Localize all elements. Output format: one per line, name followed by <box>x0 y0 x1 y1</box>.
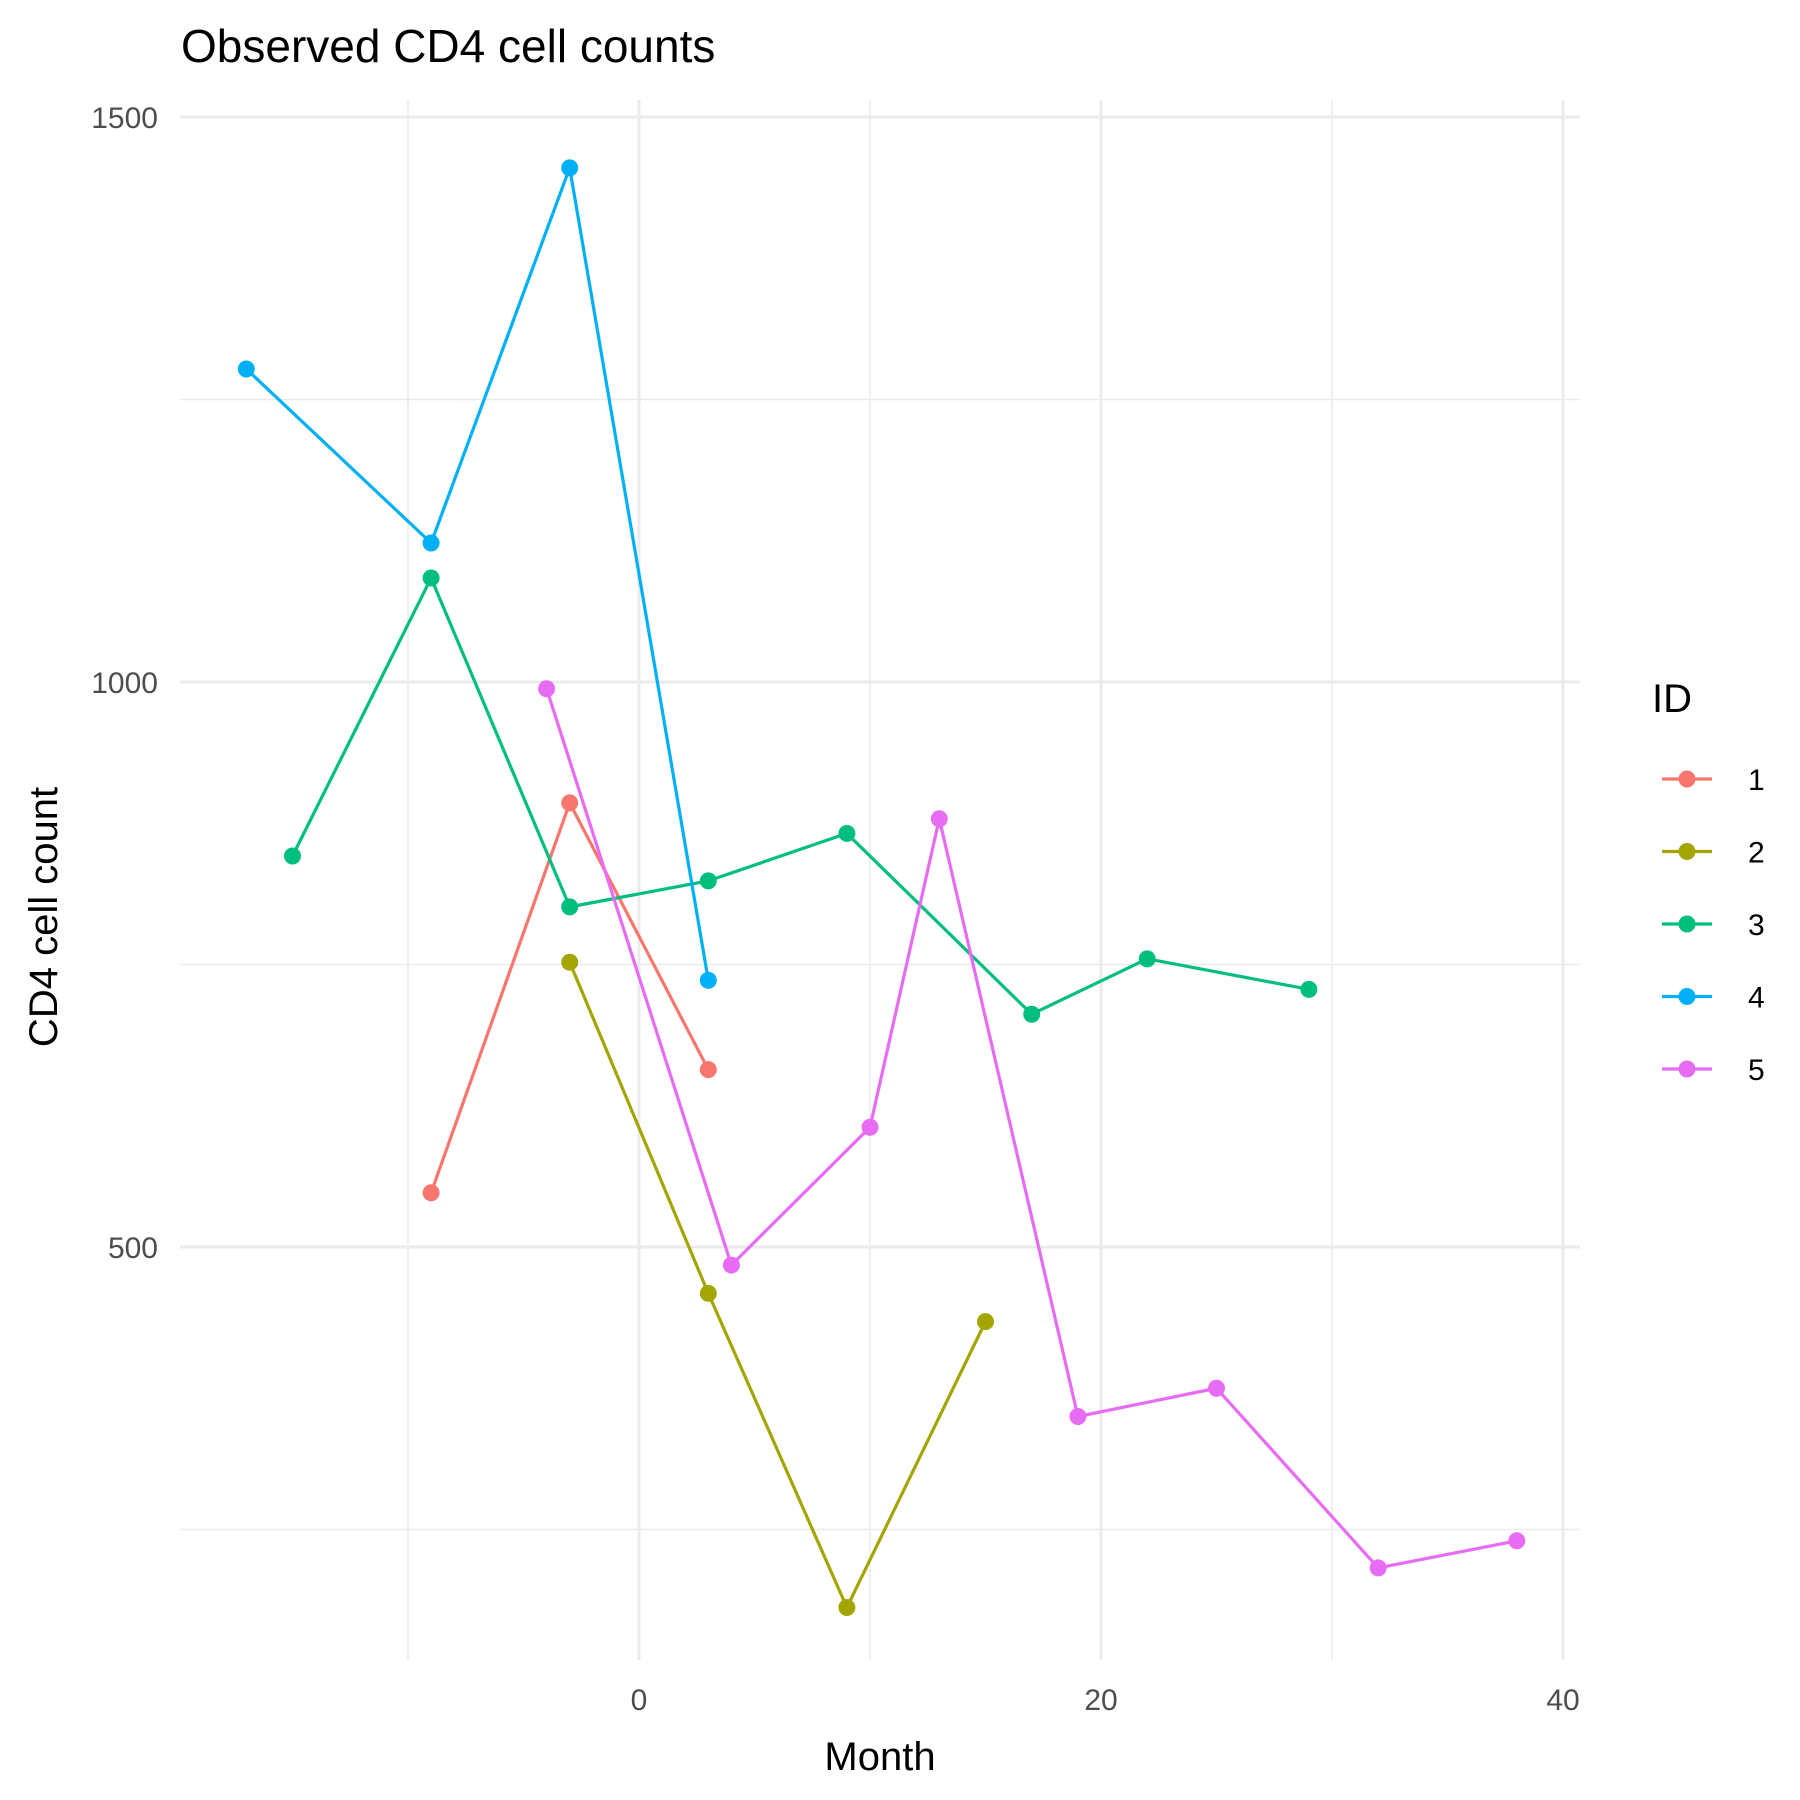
y-tick-label: 500 <box>108 1232 158 1265</box>
chart-title: Observed CD4 cell counts <box>181 20 715 72</box>
grid <box>180 100 1580 1660</box>
series-line-5 <box>545 688 1518 1570</box>
data-point <box>561 159 579 177</box>
data-point <box>977 1313 994 1331</box>
data-point <box>699 872 717 890</box>
series-line-1 <box>429 801 710 1194</box>
data-point <box>722 1256 740 1274</box>
legend-item-2: 2 <box>1662 837 1765 870</box>
y-axis-title: CD4 cell count <box>22 787 66 1047</box>
series-line-2 <box>568 961 987 1610</box>
series-2 <box>561 953 994 1616</box>
data-point <box>1208 1379 1225 1397</box>
legend-title: ID <box>1652 677 1692 721</box>
data-point <box>561 898 579 916</box>
data-point <box>561 953 579 971</box>
data-point <box>284 847 301 865</box>
x-tick-label: 20 <box>1084 1684 1117 1717</box>
legend-label: 3 <box>1748 909 1765 942</box>
legend-item-4: 4 <box>1662 982 1765 1015</box>
data-point <box>1508 1532 1526 1550</box>
x-tick-label: 40 <box>1546 1684 1579 1717</box>
x-axis-title: Month <box>824 1735 935 1779</box>
series-layer <box>237 159 1526 1616</box>
data-point <box>861 1118 879 1136</box>
data-point <box>838 824 856 842</box>
series-line-3 <box>291 576 1310 1016</box>
legend-item-5: 5 <box>1662 1054 1765 1087</box>
legend-key-point <box>1678 843 1696 860</box>
legend-item-1: 1 <box>1662 764 1765 797</box>
axis-ticks: 0 20 40 500 1000 1500 <box>91 102 1579 1717</box>
data-point <box>1069 1408 1087 1425</box>
data-point <box>699 1284 717 1302</box>
legend-item-3: 3 <box>1662 909 1765 942</box>
data-point <box>699 1061 717 1079</box>
series-4 <box>237 159 717 989</box>
x-tick-label: 0 <box>631 1684 648 1717</box>
y-tick-label: 1000 <box>91 667 158 700</box>
legend-label: 5 <box>1748 1054 1765 1087</box>
legend-label: 2 <box>1748 837 1765 870</box>
legend-label: 4 <box>1748 982 1765 1015</box>
data-point <box>1138 950 1156 968</box>
data-point <box>699 971 717 989</box>
series-line-4 <box>245 166 710 981</box>
data-point <box>838 1598 856 1616</box>
data-point <box>422 534 440 552</box>
legend-label: 1 <box>1748 764 1765 797</box>
data-point <box>538 680 556 698</box>
data-point <box>237 360 255 378</box>
legend-key-point <box>1678 770 1696 788</box>
legend-key-point <box>1678 988 1696 1005</box>
data-point <box>1300 980 1318 998</box>
legend-key-point <box>1678 915 1696 933</box>
legend-key-point <box>1678 1060 1696 1078</box>
data-point <box>422 569 440 587</box>
data-point <box>1023 1005 1041 1023</box>
data-point <box>1369 1559 1387 1577</box>
legend: ID 1 2 3 4 5 <box>1652 677 1765 1087</box>
data-point <box>930 810 948 828</box>
y-tick-label: 1500 <box>91 102 158 135</box>
data-point <box>561 794 579 812</box>
series-1 <box>422 794 717 1202</box>
data-point <box>422 1184 440 1202</box>
series-5 <box>538 680 1526 1577</box>
series-3 <box>284 569 1318 1023</box>
legend-items: 1 2 3 4 5 <box>1662 764 1765 1087</box>
